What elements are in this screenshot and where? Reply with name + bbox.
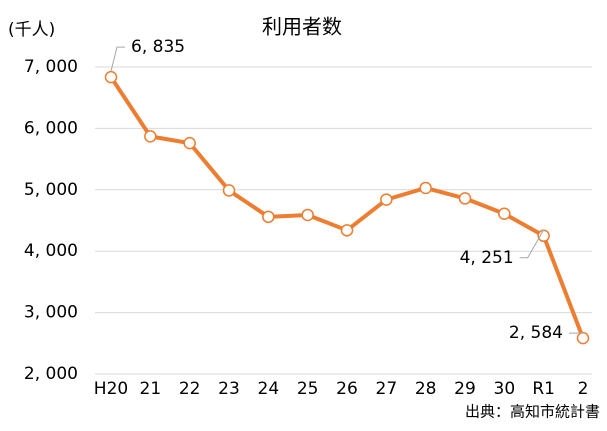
point bbox=[498, 207, 511, 220]
point bbox=[144, 130, 157, 143]
x-tick-label: 29 bbox=[454, 379, 476, 399]
x-tick-label: 30 bbox=[494, 379, 516, 399]
point bbox=[340, 224, 354, 237]
data-label: 4, 251 bbox=[460, 248, 514, 268]
data-label: 6, 835 bbox=[131, 37, 185, 57]
x-tick-label: 21 bbox=[140, 379, 162, 399]
x-tick-label: 27 bbox=[376, 379, 398, 399]
y-tick-label: 2, 000 bbox=[24, 364, 78, 384]
y-unit-label: (千人) bbox=[8, 20, 55, 40]
x-tick-label: 2 bbox=[578, 379, 589, 399]
point bbox=[262, 210, 275, 224]
x-tick-label: 22 bbox=[179, 379, 201, 399]
point bbox=[576, 331, 590, 345]
y-tick-label: 3, 000 bbox=[24, 303, 78, 323]
source-note: 出典：高知市統計書 bbox=[465, 403, 600, 421]
data-label: 2, 584 bbox=[509, 323, 563, 343]
series-line bbox=[109, 76, 585, 339]
y-tick-label: 7, 000 bbox=[24, 57, 78, 77]
point bbox=[419, 181, 432, 195]
x-tick-label: 24 bbox=[258, 379, 280, 399]
point bbox=[301, 208, 314, 222]
x-tick-label: H20 bbox=[94, 379, 128, 399]
x-tick-label: 26 bbox=[336, 379, 358, 399]
chart-title: 利用者数 bbox=[262, 15, 342, 39]
x-tick-label: R1 bbox=[532, 379, 555, 399]
point bbox=[458, 192, 472, 205]
y-tick-label: 5, 000 bbox=[24, 180, 78, 200]
x-tick-label: 25 bbox=[297, 379, 319, 399]
x-tick-label: 23 bbox=[218, 379, 240, 399]
leader-line bbox=[110, 46, 125, 72]
point bbox=[183, 136, 196, 150]
y-tick-label: 4, 000 bbox=[24, 241, 78, 261]
point bbox=[222, 184, 236, 197]
leader-line bbox=[519, 229, 545, 259]
point bbox=[104, 70, 118, 84]
point bbox=[380, 193, 393, 206]
y-tick-label: 6, 000 bbox=[24, 118, 78, 138]
leader-line bbox=[569, 331, 584, 334]
x-tick-label: 28 bbox=[415, 379, 437, 399]
